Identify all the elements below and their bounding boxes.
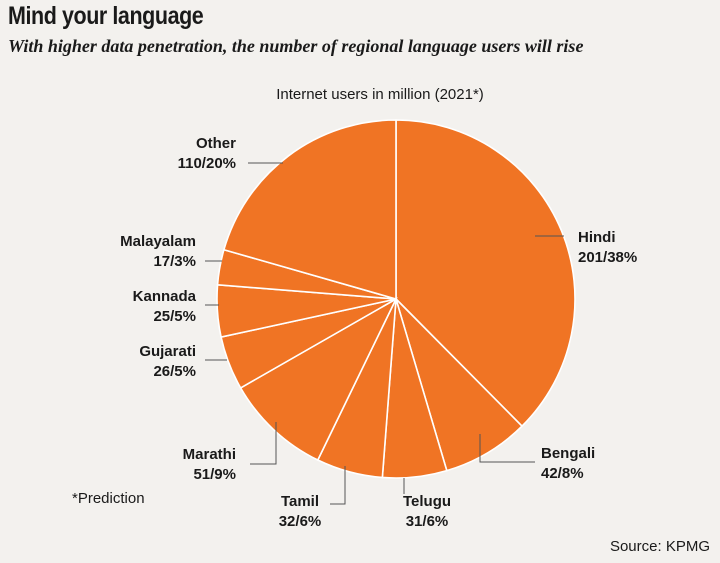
chart-subtitle: With higher data penetration, the number… — [8, 36, 584, 56]
leader-line-marathi — [250, 422, 277, 465]
leader-line-bengali — [479, 434, 535, 463]
slice-value-gujarati: 26/5% — [153, 363, 196, 380]
slice-value-other: 110/20% — [178, 155, 236, 172]
slice-name-tamil: Tamil — [281, 493, 319, 510]
slice-value-hindi: 201/38% — [578, 249, 637, 266]
slice-name-kannada: Kannada — [133, 288, 197, 305]
slice-value-bengali: 42/8% — [541, 465, 584, 482]
prediction-note: *Prediction — [72, 490, 145, 507]
slice-name-marathi: Marathi — [183, 446, 236, 463]
leader-line-tamil — [330, 466, 346, 505]
slice-value-kannada: 25/5% — [153, 308, 196, 325]
slice-value-malayalam: 17/3% — [153, 253, 196, 270]
pie-slice-hindi — [395, 119, 576, 428]
chart-title: Mind your language — [8, 2, 204, 30]
slice-name-telugu: Telugu — [403, 493, 451, 510]
slice-name-gujarati: Gujarati — [139, 343, 196, 360]
source-credit: Source: KPMG — [609, 538, 710, 555]
slice-name-malayalam: Malayalam — [120, 233, 196, 250]
slice-value-telugu: 31/6% — [406, 513, 449, 530]
pie-slice-marathi — [239, 297, 398, 462]
slice-name-other: Other — [196, 135, 236, 152]
slice-value-tamil: 32/6% — [279, 513, 322, 530]
pie-slice-other — [222, 119, 397, 301]
slice-name-hindi: Hindi — [578, 229, 616, 246]
slice-value-marathi: 51/9% — [193, 466, 236, 483]
slice-name-bengali: Bengali — [541, 445, 595, 462]
pie-caption: Internet users in million (2021*) — [276, 86, 484, 103]
